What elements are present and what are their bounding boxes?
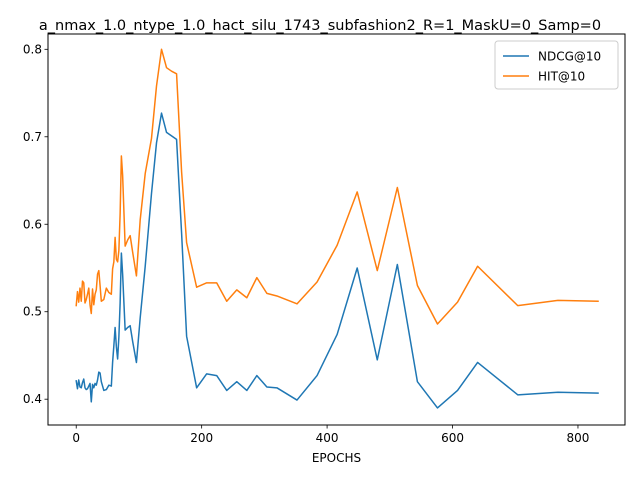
y-tick-label: 0.4 [23, 392, 42, 406]
chart-title: a_nmax_1.0_ntype_1.0_hact_silu_1743_subf… [39, 18, 601, 34]
series-line-1 [75, 112, 599, 409]
legend-label: HIT@10 [538, 70, 585, 84]
series-line-2 [75, 48, 599, 325]
legend-label: NDCG@10 [538, 50, 601, 64]
plot-frame [47, 33, 626, 426]
legend-box [494, 40, 619, 90]
x-tick-label: 200 [190, 431, 213, 445]
x-tick-label: 800 [567, 431, 590, 445]
x-tick-label: 0 [72, 431, 80, 445]
series-layer [75, 48, 599, 409]
x-axis-label: EPOCHS [312, 451, 361, 465]
legend: NDCG@10 HIT@10 [494, 40, 619, 90]
x-axis: 0 200 400 600 800 [72, 425, 589, 445]
x-tick-label: 600 [441, 431, 464, 445]
y-tick-label: 0.7 [23, 130, 42, 144]
y-tick-label: 0.5 [23, 305, 42, 319]
x-tick-label: 400 [316, 431, 339, 445]
y-tick-label: 0.6 [23, 217, 42, 231]
y-tick-label: 0.8 [23, 42, 42, 56]
y-axis: 0.4 0.5 0.6 0.7 0.8 [23, 42, 48, 406]
